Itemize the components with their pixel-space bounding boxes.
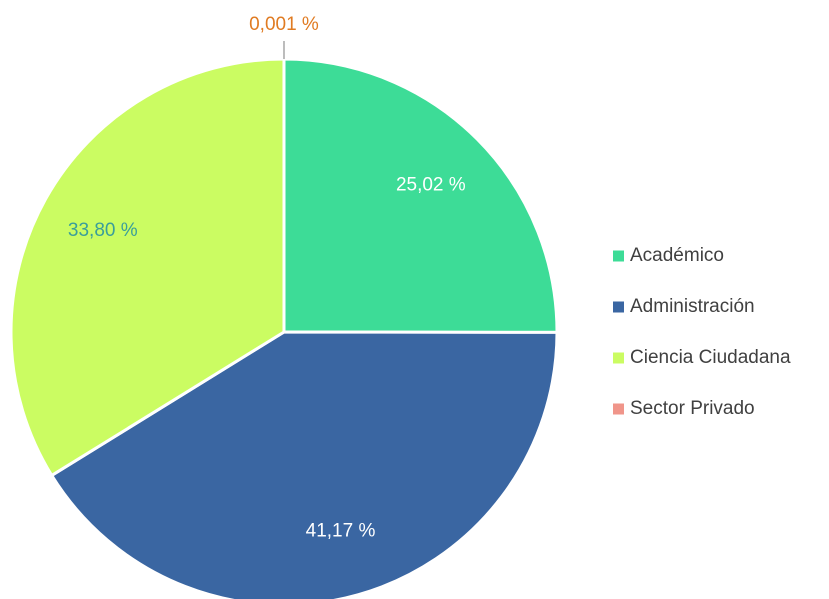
data-label: 25,02 % (396, 174, 466, 195)
legend-label: Ciencia Ciudadana (630, 347, 791, 368)
legend-label: Administración (630, 296, 755, 317)
legend-swatch (613, 301, 624, 313)
legend-swatch (613, 250, 624, 262)
legend-swatch (613, 352, 624, 364)
legend-label: Académico (630, 245, 724, 266)
legend-label: Sector Privado (630, 398, 755, 419)
data-label: 41,17 % (306, 521, 376, 542)
data-label: 33,80 % (68, 220, 138, 241)
pie-slice (282, 57, 559, 334)
data-label: 0,001 % (249, 14, 319, 35)
pie-slice (9, 57, 286, 478)
legend-swatch (613, 403, 624, 415)
